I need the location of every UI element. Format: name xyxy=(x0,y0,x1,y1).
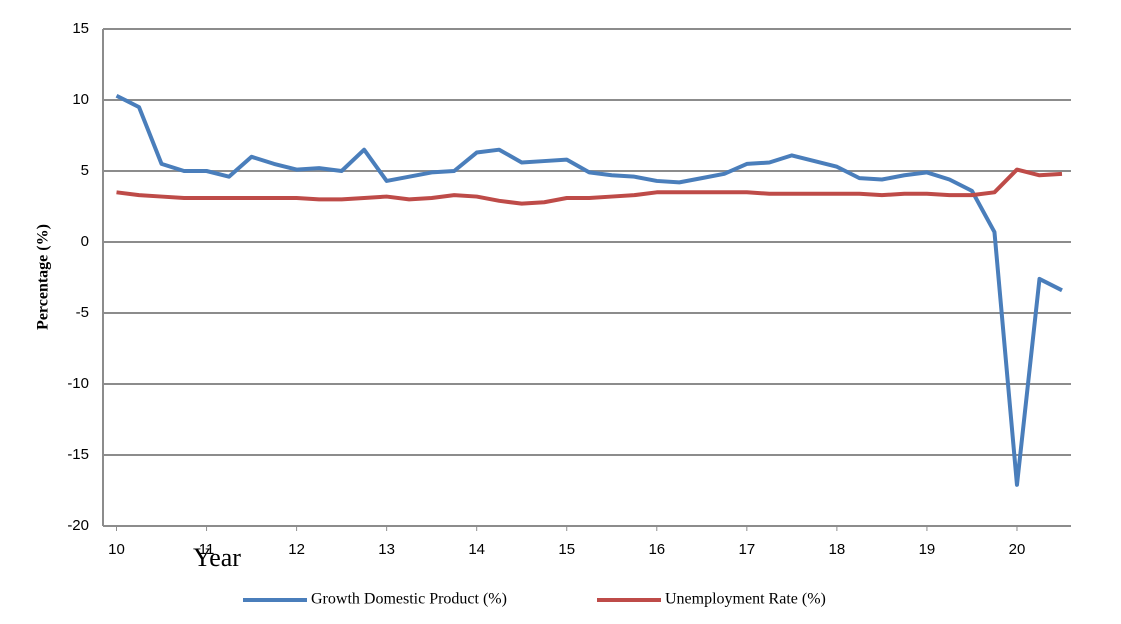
x-tick-label: 14 xyxy=(468,541,485,558)
x-tick-label: 20 xyxy=(1009,541,1026,558)
x-tick-label: 10 xyxy=(108,541,125,558)
x-tick-label: 12 xyxy=(288,541,305,558)
legend-label: Growth Domestic Product (%) xyxy=(311,591,507,608)
x-axis-title: Year xyxy=(193,543,241,572)
y-tick-label: -5 xyxy=(76,304,89,321)
y-tick-label: -15 xyxy=(67,446,89,463)
x-tick-label: 19 xyxy=(919,541,936,558)
x-tick-label: 11 xyxy=(199,541,215,558)
y-tick-label: -20 xyxy=(67,517,89,534)
data-line xyxy=(116,167,1063,206)
y-tick-label: 15 xyxy=(72,20,89,37)
y-tick-label: -10 xyxy=(67,375,89,392)
x-tick-label: 18 xyxy=(829,541,846,558)
y-tick-label: 5 xyxy=(81,162,89,179)
y-tick-label: 0 xyxy=(81,233,89,250)
x-tick-label: 16 xyxy=(648,541,665,558)
y-tick-label: 10 xyxy=(72,91,89,108)
data-line xyxy=(115,93,1063,487)
y-axis-title: Percentage (%) xyxy=(35,224,52,330)
legend-label: Unemployment Rate (%) xyxy=(665,591,826,608)
x-tick-label: 17 xyxy=(738,541,755,558)
x-tick-label: 15 xyxy=(558,541,575,558)
x-tick-label: 13 xyxy=(378,541,395,558)
